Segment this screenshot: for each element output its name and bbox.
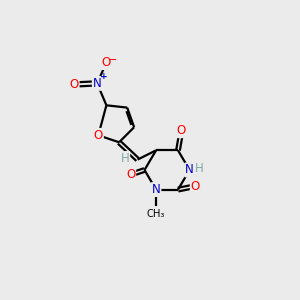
Text: O: O xyxy=(126,168,135,181)
Text: +: + xyxy=(100,72,107,81)
Text: O: O xyxy=(102,56,111,69)
Text: O: O xyxy=(191,180,200,193)
Text: H: H xyxy=(195,162,204,175)
Text: H: H xyxy=(121,152,129,165)
Text: N: N xyxy=(93,77,101,90)
Text: O: O xyxy=(177,124,186,137)
Text: O: O xyxy=(69,78,79,91)
Text: CH₃: CH₃ xyxy=(147,208,165,219)
Text: N: N xyxy=(185,164,194,176)
Text: −: − xyxy=(108,55,118,65)
Text: O: O xyxy=(94,129,103,142)
Text: N: N xyxy=(152,183,161,196)
